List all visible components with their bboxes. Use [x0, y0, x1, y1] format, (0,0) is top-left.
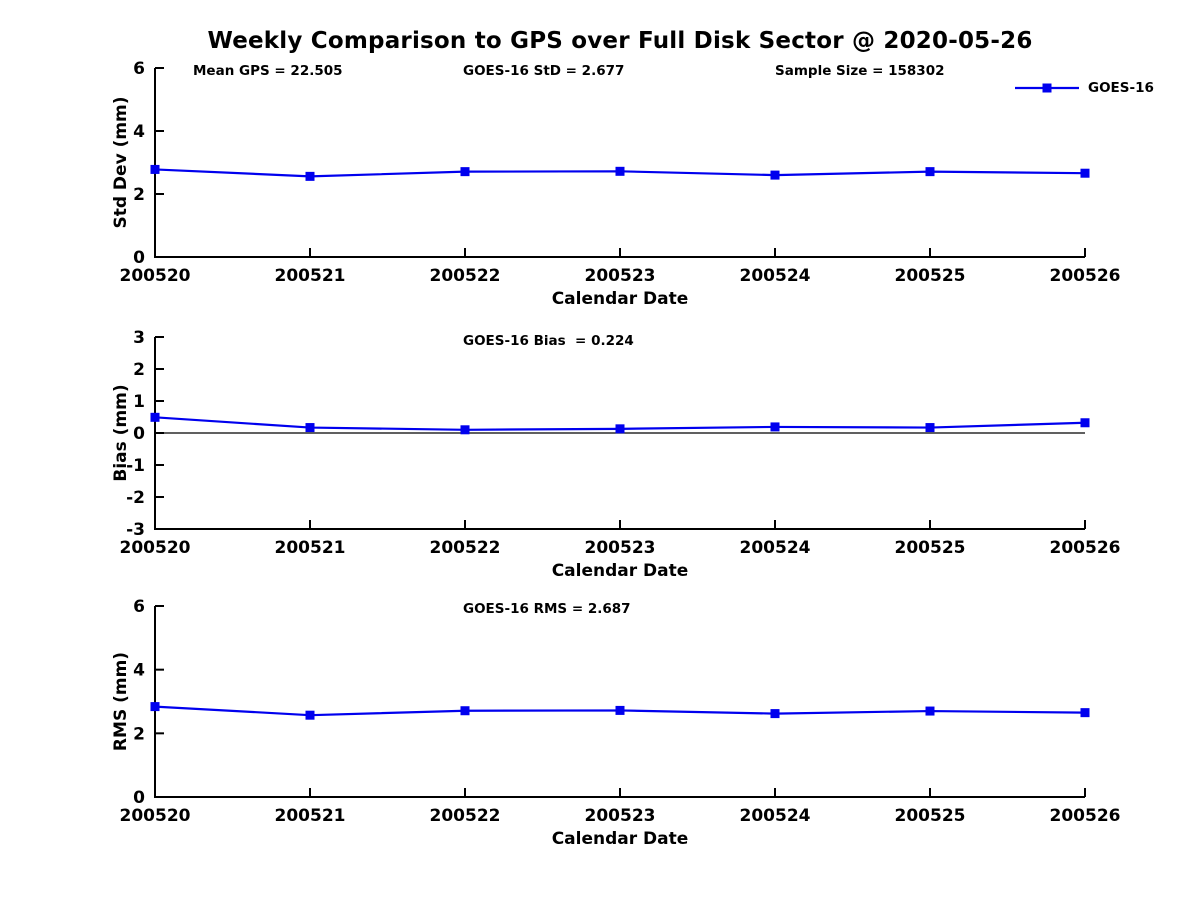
y-tick-label: 3 — [133, 328, 145, 348]
chart-rms: RMS (mm) Calendar Date GOES-16 RMS = 2.6… — [111, 597, 1120, 849]
x-tick-label: 200526 — [1050, 266, 1121, 286]
x-tick-label: 200520 — [120, 806, 191, 826]
annotation-goes16-std: GOES-16 StD = 2.677 — [463, 63, 624, 79]
x-axis-label-std-dev: Calendar Date — [552, 289, 689, 309]
axis-frame — [154, 68, 1085, 258]
y-tick-label: 2 — [133, 185, 145, 205]
data-point-marker — [770, 422, 780, 432]
annotation-goes16-rms: GOES-16 RMS = 2.687 — [463, 601, 631, 617]
data-point-marker — [305, 171, 315, 181]
data-point-marker — [925, 423, 935, 433]
data-point-marker — [1080, 168, 1090, 178]
y-tick-label: 4 — [133, 661, 145, 681]
x-tick-label: 200521 — [275, 538, 346, 558]
x-tick-label: 200526 — [1050, 806, 1121, 826]
data-point-marker — [925, 167, 935, 177]
x-tick-label: 200525 — [895, 538, 966, 558]
x-axis-label-rms: Calendar Date — [552, 829, 689, 849]
y-tick-label: 0 — [133, 424, 145, 444]
data-point-marker — [305, 423, 315, 433]
data-point-marker — [770, 170, 780, 180]
legend-label: GOES-16 — [1088, 80, 1154, 96]
y-axis-label-bias: Bias (mm) — [111, 384, 131, 481]
data-point-marker — [460, 425, 470, 435]
x-tick-label: 200523 — [585, 538, 656, 558]
x-tick-label: 200522 — [430, 538, 501, 558]
x-tick-label: 200521 — [275, 266, 346, 286]
x-tick-label: 200523 — [585, 266, 656, 286]
y-tick-label: 2 — [133, 360, 145, 380]
data-point-marker — [150, 702, 160, 712]
data-point-marker — [615, 424, 625, 434]
x-tick-label: 200524 — [740, 806, 811, 826]
data-point-marker — [150, 164, 160, 174]
y-axis-label-std-dev: Std Dev (mm) — [111, 96, 131, 228]
figure-title: Weekly Comparison to GPS over Full Disk … — [207, 28, 1033, 54]
y-tick-label: 6 — [133, 59, 145, 79]
x-tick-label: 200523 — [585, 806, 656, 826]
axis-frame — [154, 606, 1085, 798]
x-tick-label: 200521 — [275, 806, 346, 826]
y-tick-label: 6 — [133, 597, 145, 617]
x-tick-label: 200526 — [1050, 538, 1121, 558]
x-tick-label: 200522 — [430, 266, 501, 286]
data-point-marker — [1080, 418, 1090, 428]
data-point-marker — [460, 706, 470, 716]
data-point-marker — [1080, 708, 1090, 718]
legend-line-icon — [1015, 83, 1079, 93]
x-tick-label: 200525 — [895, 806, 966, 826]
x-tick-label: 200524 — [740, 266, 811, 286]
y-axis-label-rms: RMS (mm) — [111, 652, 131, 751]
y-tick-label: 4 — [133, 122, 145, 142]
x-tick-label: 200520 — [120, 266, 191, 286]
x-tick-label: 200525 — [895, 266, 966, 286]
data-point-marker — [770, 709, 780, 719]
data-point-marker — [150, 412, 160, 422]
x-tick-label: 200524 — [740, 538, 811, 558]
y-tick-label: -1 — [126, 456, 145, 476]
annotation-mean-gps: Mean GPS = 22.505 — [193, 63, 343, 79]
y-tick-label: 0 — [133, 248, 145, 268]
annotation-goes16-bias: GOES-16 Bias = 0.224 — [463, 333, 634, 349]
data-point-marker — [925, 706, 935, 716]
y-tick-label: 0 — [133, 788, 145, 808]
chart-bias: Bias (mm) Calendar Date GOES-16 Bias = 0… — [111, 328, 1120, 581]
annotation-sample-size: Sample Size = 158302 — [775, 63, 944, 79]
data-point-marker — [460, 167, 470, 177]
y-tick-label: -2 — [126, 488, 145, 508]
legend: GOES-16 — [1014, 80, 1154, 96]
y-tick-label: -3 — [126, 520, 145, 540]
x-tick-label: 200522 — [430, 806, 501, 826]
y-tick-label: 1 — [133, 392, 145, 412]
data-point-marker — [615, 705, 625, 715]
chart-std-dev: Std Dev (mm) Calendar Date Mean GPS = 22… — [111, 59, 1120, 309]
data-point-marker — [615, 166, 625, 176]
y-tick-label: 2 — [133, 724, 145, 744]
x-axis-label-bias: Calendar Date — [552, 561, 689, 581]
data-point-marker — [305, 710, 315, 720]
x-tick-label: 200520 — [120, 538, 191, 558]
